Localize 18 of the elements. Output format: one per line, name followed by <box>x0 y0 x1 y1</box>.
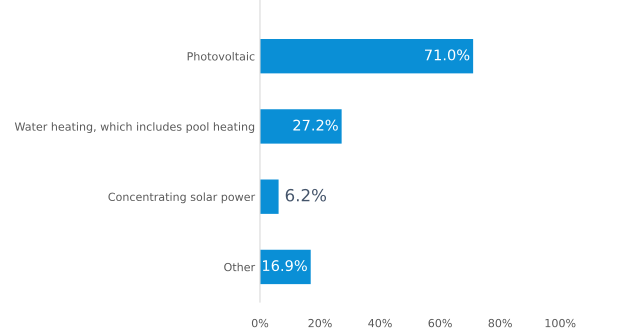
data-label: 6.2% <box>286 188 326 202</box>
bar <box>260 38 474 74</box>
x-tick-label: 100% <box>546 318 576 328</box>
x-tick-label: 20% <box>308 318 332 328</box>
x-tick-label: 80% <box>488 318 512 328</box>
y-tick-label: Water heating, which includes pool heating <box>14 122 254 133</box>
data-label: 27.2% <box>293 120 338 131</box>
x-tick-label: 0% <box>252 318 268 328</box>
bar <box>260 109 342 144</box>
bar <box>260 250 311 284</box>
x-tick-label: 40% <box>368 318 392 328</box>
x-tick-label: 60% <box>428 318 452 328</box>
data-label: 16.9% <box>262 260 307 272</box>
data-label: 71.0% <box>425 49 470 60</box>
y-tick-label: Concentrating solar power <box>108 192 256 204</box>
y-tick-label: Other <box>224 262 256 272</box>
y-tick-label: Photovoltaic <box>188 52 254 61</box>
bar <box>260 179 279 214</box>
